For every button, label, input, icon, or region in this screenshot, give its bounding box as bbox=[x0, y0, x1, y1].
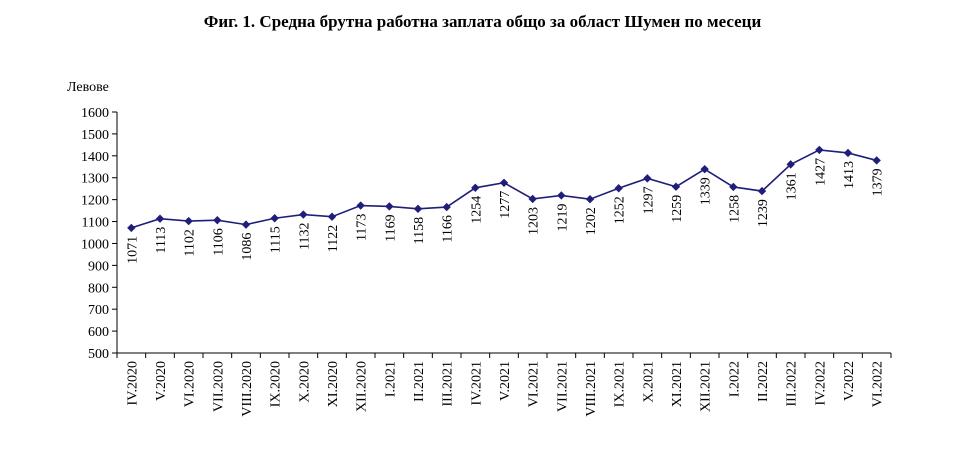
x-category-label: X.2020 bbox=[297, 361, 312, 403]
data-label: 1122 bbox=[326, 225, 341, 252]
data-point-marker bbox=[643, 174, 652, 183]
y-tick-label: 1400 bbox=[81, 150, 109, 165]
data-point-marker bbox=[671, 182, 681, 191]
data-point-marker bbox=[327, 212, 337, 221]
x-category-label: I.2021 bbox=[383, 361, 398, 397]
x-category-label: VII.2021 bbox=[555, 361, 570, 412]
x-category-label: IX.2020 bbox=[269, 361, 284, 407]
y-tick-label: 900 bbox=[88, 259, 109, 274]
data-point-marker bbox=[557, 191, 566, 200]
x-category-label: XII.2021 bbox=[699, 361, 714, 412]
data-label: 1379 bbox=[871, 168, 886, 196]
data-label: 1219 bbox=[555, 203, 570, 231]
data-point-marker bbox=[413, 204, 423, 214]
data-label: 1277 bbox=[498, 191, 513, 219]
data-point-marker bbox=[729, 182, 738, 192]
y-tick-label: 1500 bbox=[81, 128, 109, 143]
y-axis-unit-label: Левове bbox=[67, 80, 109, 95]
x-category-label: VII.2020 bbox=[211, 361, 226, 412]
x-category-label: XII.2020 bbox=[355, 361, 370, 412]
x-category-label: IX.2021 bbox=[613, 361, 628, 407]
y-tick-label: 1300 bbox=[81, 172, 109, 187]
x-category-label: III.2022 bbox=[785, 361, 800, 407]
data-label: 1259 bbox=[670, 195, 685, 223]
data-label: 1297 bbox=[641, 186, 656, 214]
data-label: 1173 bbox=[355, 214, 370, 241]
x-category-label: XI.2020 bbox=[326, 361, 341, 407]
x-category-label: XI.2021 bbox=[670, 361, 685, 407]
y-tick-label: 1600 bbox=[81, 106, 109, 121]
data-point-marker bbox=[442, 202, 451, 212]
x-category-label: V.2020 bbox=[154, 361, 169, 401]
x-category-label: X.2021 bbox=[641, 361, 656, 403]
y-tick-label: 1100 bbox=[82, 216, 109, 231]
chart-title: Фиг. 1. Средна брутна работна заплата об… bbox=[203, 12, 762, 31]
y-tick-label: 600 bbox=[88, 325, 109, 340]
data-label: 1203 bbox=[527, 207, 542, 235]
data-point-marker bbox=[270, 214, 279, 223]
data-label: 1169 bbox=[383, 214, 398, 241]
data-point-marker bbox=[127, 223, 136, 233]
x-category-label: VI.2022 bbox=[871, 361, 886, 407]
y-tick-label: 800 bbox=[88, 281, 109, 296]
data-point-marker bbox=[471, 183, 480, 193]
x-category-label: VIII.2021 bbox=[584, 361, 599, 417]
data-label: 1361 bbox=[785, 172, 800, 200]
data-label: 1252 bbox=[613, 196, 628, 224]
x-category-label: II.2022 bbox=[756, 361, 771, 402]
y-tick-label: 1000 bbox=[81, 237, 109, 252]
data-point-marker bbox=[299, 210, 308, 219]
data-label: 1413 bbox=[842, 161, 857, 189]
y-tick-label: 1200 bbox=[81, 194, 109, 209]
data-label: 1113 bbox=[154, 227, 169, 254]
data-point-marker bbox=[700, 164, 709, 174]
data-point-marker bbox=[585, 194, 595, 204]
data-label: 1427 bbox=[813, 158, 828, 186]
x-category-label: VI.2020 bbox=[183, 361, 198, 407]
x-category-label: I.2022 bbox=[727, 361, 742, 397]
x-category-label: V.2022 bbox=[842, 361, 857, 401]
data-label: 1102 bbox=[183, 229, 198, 256]
data-point-marker bbox=[356, 201, 365, 210]
y-tick-label: 700 bbox=[88, 303, 109, 318]
data-point-marker bbox=[528, 194, 537, 204]
data-point-marker bbox=[815, 145, 824, 155]
data-label: 1071 bbox=[125, 236, 140, 264]
x-category-label: VIII.2020 bbox=[240, 361, 255, 417]
data-label: 1254 bbox=[469, 196, 484, 224]
data-label: 1202 bbox=[584, 207, 599, 235]
data-point-marker bbox=[757, 186, 767, 196]
data-point-marker bbox=[614, 184, 623, 193]
data-point-marker bbox=[385, 202, 394, 211]
data-point-marker bbox=[872, 156, 881, 165]
data-label: 1106 bbox=[211, 228, 226, 255]
data-label: 1115 bbox=[269, 226, 284, 253]
x-category-label: VI.2021 bbox=[527, 361, 542, 407]
data-label: 1132 bbox=[297, 223, 312, 250]
y-tick-label: 500 bbox=[88, 347, 109, 362]
data-point-marker bbox=[499, 178, 509, 187]
x-category-label: III.2021 bbox=[441, 361, 456, 407]
data-point-marker bbox=[843, 148, 853, 158]
x-category-label: V.2021 bbox=[498, 361, 513, 401]
data-point-marker bbox=[184, 216, 193, 226]
data-point-marker bbox=[213, 216, 222, 225]
data-label: 1258 bbox=[727, 195, 742, 223]
data-point-marker bbox=[241, 220, 251, 229]
x-category-label: IV.2021 bbox=[469, 361, 484, 405]
data-label: 1086 bbox=[240, 233, 255, 261]
x-category-label: II.2021 bbox=[412, 361, 427, 402]
data-label: 1239 bbox=[756, 199, 771, 227]
data-point-marker bbox=[155, 214, 165, 223]
x-category-label: IV.2020 bbox=[125, 361, 140, 405]
x-category-label: IV.2022 bbox=[813, 361, 828, 405]
data-label: 1158 bbox=[412, 217, 427, 244]
data-label: 1166 bbox=[441, 215, 456, 242]
data-label: 1339 bbox=[699, 177, 714, 205]
data-point-marker bbox=[786, 160, 795, 169]
